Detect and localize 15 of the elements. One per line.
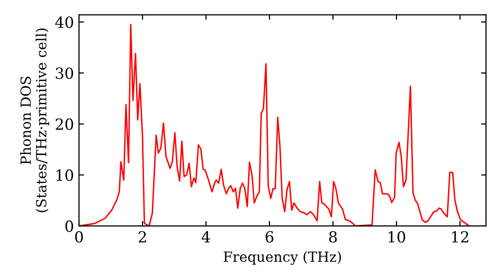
line-series xyxy=(79,24,470,226)
x-tick-label: 2 xyxy=(138,231,146,242)
x-tick-label: 8 xyxy=(329,231,337,243)
y-axis-title: Phonon DOS (States/THz·primitive cell) xyxy=(20,28,50,212)
x-axis-title: Frequency (THz) xyxy=(224,251,341,265)
x-tick-label: 6 xyxy=(266,231,274,243)
y-tick-label: 0 xyxy=(65,220,74,232)
y-tick-label: 40 xyxy=(55,16,74,28)
x-tick-label: 4 xyxy=(202,231,210,242)
y-tick-label: 30 xyxy=(56,67,74,79)
y-tick-label: 20 xyxy=(56,118,74,130)
x-tick-label: 0 xyxy=(75,231,83,243)
x-tick-label: 10 xyxy=(388,231,406,243)
x-tick-label: 12 xyxy=(452,231,468,242)
y-tick-label: 10 xyxy=(56,169,74,181)
